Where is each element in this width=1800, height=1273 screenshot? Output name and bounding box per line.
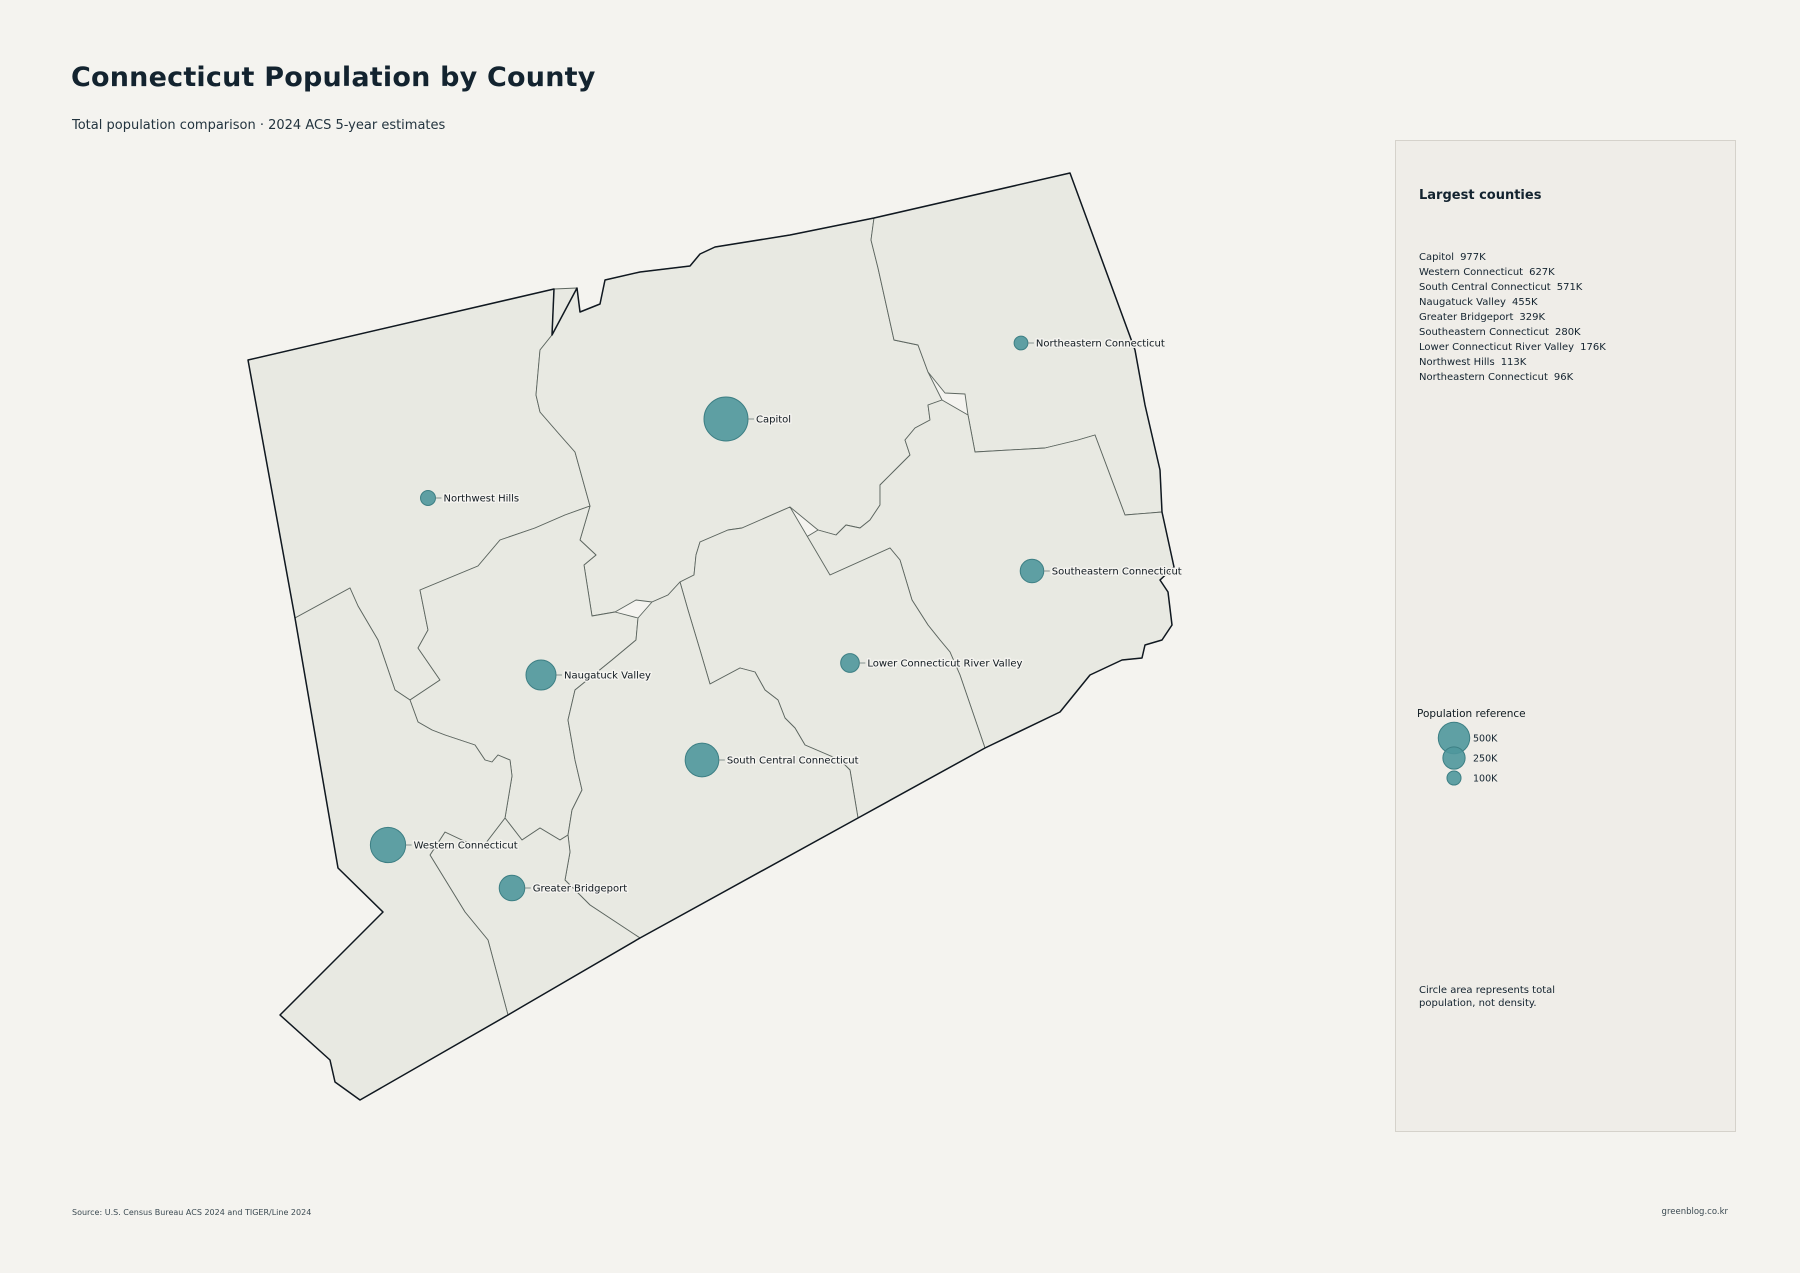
county-marker[interactable]: Capitol [703, 396, 793, 442]
ranking-item: Capitol 977K [1419, 250, 1606, 265]
ranking-value: 113K [1500, 357, 1527, 368]
county-label: Northwest Hills [443, 494, 519, 505]
ranking-value: 455K [1511, 297, 1538, 308]
county-label: Southeastern Connecticut [1052, 567, 1182, 578]
ranking-name: Northeastern Connecticut [1419, 372, 1548, 383]
legend-bubble [1442, 746, 1466, 770]
ranking-name: Capitol [1419, 252, 1455, 263]
county-label: Naugatuck Valley [564, 671, 651, 682]
population-bubble[interactable] [840, 653, 860, 673]
county-label: South Central Connecticut [727, 756, 859, 767]
ranking-item: Greater Bridgeport 329K [1419, 310, 1606, 325]
ranking-value: 96K [1553, 372, 1574, 383]
source-note: Source: U.S. Census Bureau ACS 2024 and … [72, 1208, 312, 1217]
county-marker[interactable]: South Central Connecticut [684, 742, 860, 778]
legend-title: Population reference [1417, 708, 1526, 720]
ranking-value: 176K [1580, 342, 1606, 353]
population-bubble[interactable] [1019, 558, 1045, 584]
ranking-name: Naugatuck Valley [1419, 297, 1506, 308]
county-marker[interactable]: Northwest Hills [420, 490, 521, 506]
ranking-value: 977K [1460, 252, 1486, 263]
ranking-name: Greater Bridgeport [1419, 312, 1514, 323]
population-bubble[interactable] [369, 826, 407, 864]
state-outline [247, 172, 1175, 1101]
ranking-item: Lower Connecticut River Valley 176K [1419, 340, 1606, 355]
county-marker[interactable]: Western Connecticut [369, 826, 519, 864]
population-bubble[interactable] [703, 396, 749, 442]
bubble-layer: Capitol Western Connecticut South Central … [369, 335, 1183, 902]
county-marker[interactable]: Northeastern Connecticut [1013, 335, 1166, 351]
ranking-value: 280K [1554, 327, 1581, 338]
county-marker[interactable]: Greater Bridgeport [498, 874, 629, 902]
county-label: Western Connecticut [414, 841, 518, 852]
page-subtitle: Total population comparison · 2024 ACS 5… [72, 118, 446, 133]
county-marker[interactable]: Lower Connecticut River Valley [840, 653, 1024, 673]
county-marker[interactable]: Naugatuck Valley [525, 659, 653, 691]
population-bubble[interactable] [684, 742, 720, 778]
credit-link[interactable]: greenblog.co.kr [1661, 1207, 1728, 1217]
method-note: Circle area represents total population,… [1419, 985, 1556, 1009]
population-bubble[interactable] [1013, 335, 1029, 351]
ranking-name: Southeastern Connecticut [1419, 327, 1549, 338]
size-legend: 500K 250K 100K [1437, 721, 1498, 786]
ranking-item: Northeastern Connecticut 96K [1419, 370, 1606, 385]
ranking-value: 329K [1519, 312, 1546, 323]
county-shapes [247, 172, 1175, 1101]
page-title: Connecticut Population by County [71, 62, 596, 93]
county-label: Greater Bridgeport [533, 884, 627, 895]
ranking-item: South Central Connecticut 571K [1419, 280, 1606, 295]
ranking-item: Naugatuck Valley 455K [1419, 295, 1606, 310]
ranking-item: Northwest Hills 113K [1419, 355, 1606, 370]
ranking-name: South Central Connecticut [1419, 282, 1551, 293]
population-bubble[interactable] [498, 874, 526, 902]
county-label: Northeastern Connecticut [1036, 339, 1165, 350]
ranking-name: Western Connecticut [1419, 267, 1524, 278]
panel-title: Largest counties [1419, 188, 1542, 203]
county-map: Capitol Western Connecticut South Central … [247, 172, 1183, 1101]
county-label: Lower Connecticut River Valley [867, 659, 1022, 670]
legend-label: 100K [1473, 774, 1498, 785]
ranking-name: Lower Connecticut River Valley [1419, 342, 1575, 353]
legend-label: 250K [1473, 754, 1498, 765]
ranking-value: 571K [1556, 282, 1583, 293]
ranking-value: 627K [1529, 267, 1555, 278]
legend-label: 500K [1473, 734, 1498, 745]
ranking-name: Northwest Hills [1419, 357, 1495, 368]
ranking-list: Capitol 977K Western Connecticut 627K Sout… [1419, 250, 1606, 385]
county-marker[interactable]: Southeastern Connecticut [1019, 558, 1183, 584]
ranking-item: Southeastern Connecticut 280K [1419, 325, 1606, 340]
legend-bubble [1446, 770, 1462, 786]
county-label: Capitol [756, 415, 791, 426]
population-bubble[interactable] [525, 659, 557, 691]
population-bubble[interactable] [420, 490, 436, 506]
side-panel: Largest counties Capitol 977K Western Con… [1395, 140, 1736, 1132]
ranking-item: Western Connecticut 627K [1419, 265, 1606, 280]
